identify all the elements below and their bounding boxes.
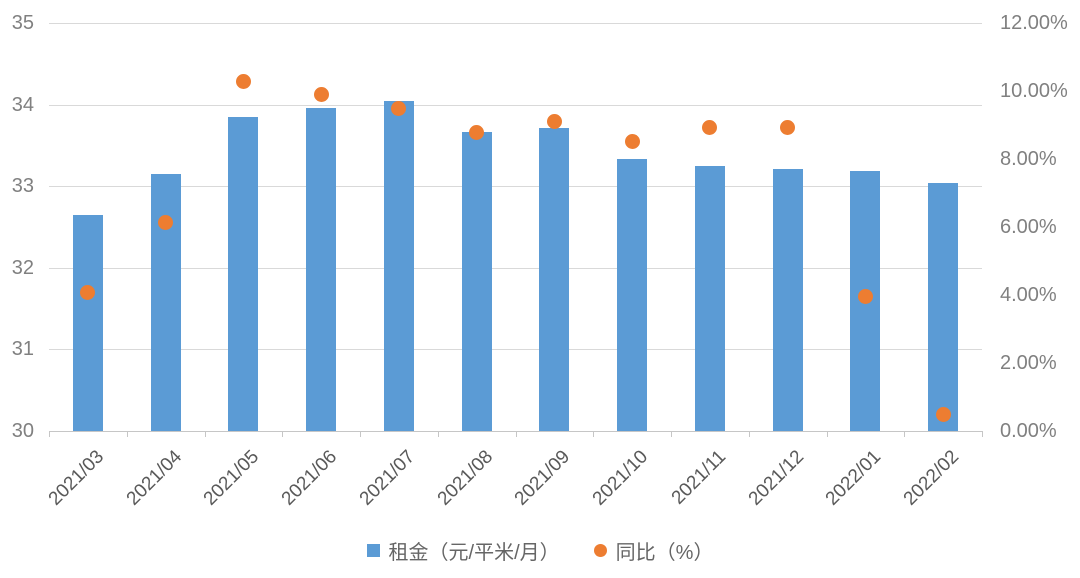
data-point-2021/06 xyxy=(313,86,329,102)
x-axis-tick xyxy=(593,431,595,437)
data-point-2022/02 xyxy=(935,407,951,423)
x-axis-tick xyxy=(49,431,50,437)
data-point-2021/12 xyxy=(780,119,796,135)
x-axis-tick xyxy=(282,431,284,437)
data-point-2021/08 xyxy=(469,124,485,140)
gridline xyxy=(49,104,982,106)
legend: 租金（元/平米/月） 同比（%） xyxy=(0,536,1080,565)
y-axis-label-left: 34 xyxy=(11,93,34,116)
bar-2021/07 xyxy=(383,100,414,431)
data-point-2021/09 xyxy=(546,114,562,130)
bar-2021/10 xyxy=(617,159,648,431)
legend-item-rent: 租金（元/平米/月） xyxy=(366,536,560,565)
data-point-2021/07 xyxy=(391,100,407,116)
y-axis-label-right: 8.00% xyxy=(1000,148,1057,170)
y-axis-label-right: 4.00% xyxy=(1000,284,1057,306)
bar-2021/11 xyxy=(694,165,725,431)
bar-2021/08 xyxy=(461,131,492,431)
data-point-2021/03 xyxy=(80,284,96,300)
y-axis-label-right: 10.00% xyxy=(1000,80,1068,102)
y-axis-label-right: 12.00% xyxy=(1000,12,1068,34)
y-axis-label-right: 6.00% xyxy=(1000,216,1057,238)
gridline xyxy=(49,23,982,24)
x-axis-tick xyxy=(982,431,983,437)
bar-2021/09 xyxy=(539,128,570,431)
legend-circle-icon xyxy=(593,544,607,557)
bar-2021/03 xyxy=(72,214,103,431)
data-point-2021/11 xyxy=(702,119,718,135)
y-axis-label-left: 35 xyxy=(11,12,34,34)
y-axis-label-left: 33 xyxy=(11,175,34,198)
data-point-2021/05 xyxy=(235,73,251,89)
x-axis-tick xyxy=(671,431,672,437)
legend-square-icon xyxy=(366,544,380,557)
x-axis-tick xyxy=(515,431,517,437)
gridline xyxy=(49,267,982,269)
x-axis-tick xyxy=(204,431,206,437)
bar-2021/12 xyxy=(772,169,803,431)
legend-label-rent: 租金（元/平米/月） xyxy=(388,542,560,564)
bar-2021/05 xyxy=(228,116,259,431)
data-point-2021/10 xyxy=(624,134,640,150)
x-axis-tick xyxy=(904,431,906,437)
data-point-2021/04 xyxy=(158,215,174,231)
gridline xyxy=(49,186,982,188)
legend-item-yoy: 同比（%） xyxy=(593,536,714,565)
y-axis-label-left: 31 xyxy=(11,338,34,361)
bar-2021/06 xyxy=(306,107,337,431)
y-axis-label-left: 32 xyxy=(11,256,34,279)
y-axis-label-right: 0.00% xyxy=(1000,420,1057,442)
data-point-2022/01 xyxy=(857,289,873,305)
y-axis-label-right: 2.00% xyxy=(1000,352,1057,374)
y-axis-label-left: 30 xyxy=(11,420,34,442)
x-axis-tick xyxy=(826,431,828,437)
bar-2022/02 xyxy=(928,182,959,431)
x-axis-tick xyxy=(360,431,361,437)
x-axis-tick xyxy=(126,431,128,437)
gridline xyxy=(49,349,982,351)
legend-label-yoy: 同比（%） xyxy=(615,542,714,564)
bar-2021/04 xyxy=(150,173,181,431)
x-axis-tick xyxy=(748,431,750,437)
x-axis-tick xyxy=(437,431,439,437)
